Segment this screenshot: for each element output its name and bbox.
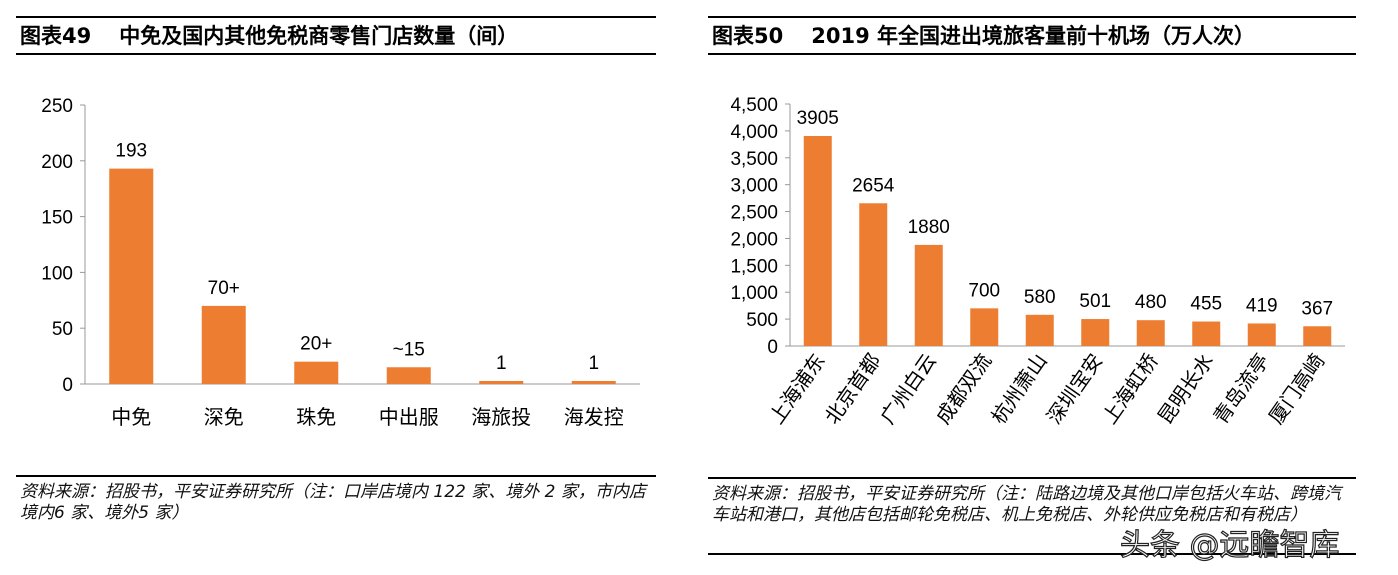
x-tick-label: 北京首都 xyxy=(821,350,886,429)
data-label: 193 xyxy=(115,141,147,162)
y-tick-label: 4,000 xyxy=(730,122,778,143)
figure-number: 图表50 xyxy=(712,24,784,48)
bar xyxy=(1025,314,1054,346)
bar xyxy=(914,244,943,346)
source-note: 资料来源：招股书，平安证券研究所（注：陆路边境及其他口岸包括火车站、跨境汽车站和… xyxy=(712,484,1341,525)
data-label: 501 xyxy=(1079,291,1111,312)
data-label: 1 xyxy=(588,353,599,374)
chart-title: 图表49 中免及国内其他免税商零售门店数量（间） xyxy=(20,20,518,50)
x-tick-label: 厦门高崎 xyxy=(1265,350,1330,429)
data-label: 480 xyxy=(1135,292,1167,313)
y-tick-label: 500 xyxy=(746,310,778,331)
y-tick-label: 250 xyxy=(41,96,73,117)
title-rule xyxy=(708,53,1356,55)
bar xyxy=(1136,320,1165,346)
top-rule xyxy=(16,16,656,18)
y-tick-label: 4,500 xyxy=(730,95,778,116)
chart-title: 图表50 2019 年全国进出境旅客量前十机场（万人次） xyxy=(712,20,1255,50)
data-label: 700 xyxy=(968,280,1000,301)
x-tick-label: 上海虹桥 xyxy=(1098,350,1163,429)
data-label: 20+ xyxy=(300,334,332,355)
bar xyxy=(109,168,154,384)
bar xyxy=(201,305,246,384)
y-tick-label: 3,000 xyxy=(730,176,778,197)
data-label: 419 xyxy=(1246,295,1278,316)
panel-chart-49: 图表49 中免及国内其他免税商零售门店数量（间） 资料来源：招股书，平安证券研究所… xyxy=(16,0,656,575)
y-tick-label: 50 xyxy=(52,319,73,340)
x-tick-label: 深圳宝安 xyxy=(1043,350,1108,429)
x-tick-label: 中出服 xyxy=(379,406,439,429)
title-text: 中免及国内其他免税商零售门店数量（间） xyxy=(119,24,519,48)
watermark: 头条 @远瞻智库 xyxy=(1119,527,1340,563)
x-tick-label: 上海浦东 xyxy=(765,350,830,429)
bar xyxy=(1192,321,1221,346)
source-note: 资料来源：招股书，平安证券研究所（注：口岸店境内 122 家、境外 2 家，市内… xyxy=(20,482,646,523)
title-rule xyxy=(16,53,656,55)
bar xyxy=(479,381,524,384)
x-tick-label: 杭州萧山 xyxy=(987,350,1052,429)
bar xyxy=(970,308,999,346)
y-tick-label: 100 xyxy=(41,263,73,284)
y-tick-label: 0 xyxy=(62,375,73,396)
x-tick-label: 海发控 xyxy=(564,406,624,429)
y-tick-label: 2,000 xyxy=(730,229,778,250)
y-tick-label: 150 xyxy=(41,208,73,229)
data-label: 580 xyxy=(1024,287,1056,308)
data-label: 3905 xyxy=(797,108,839,129)
source-rule xyxy=(16,475,656,477)
x-tick-label: 广州白云 xyxy=(876,350,941,429)
chart-49-plot: 0 50 100 150 200 250 193 中免 70+ 深免 20+ 珠免 ~15 中出服 1 海旅投… xyxy=(41,96,640,429)
panel-chart-50: 图表50 2019 年全国进出境旅客量前十机场（万人次） 资料来源：招股书，平安证… xyxy=(708,0,1356,575)
x-tick-label: 青岛流亭 xyxy=(1209,350,1274,429)
bar xyxy=(1303,326,1332,346)
x-tick-label: 中免 xyxy=(111,406,151,429)
x-tick-label: 珠免 xyxy=(296,406,336,429)
chart-50-plot: 0 500 1,000 1,500 2,000 2,500 3,000 3,500 4,000 4… xyxy=(730,95,1345,429)
y-tick-label: 1,500 xyxy=(730,256,778,277)
bar xyxy=(1247,323,1276,346)
bar xyxy=(386,367,431,384)
bar xyxy=(294,361,339,384)
y-tick-label: 0 xyxy=(767,337,778,358)
y-tick-label: 2,500 xyxy=(730,203,778,224)
data-label: ~15 xyxy=(393,339,425,360)
bar xyxy=(803,135,832,346)
y-tick-label: 3,500 xyxy=(730,149,778,170)
source-rule xyxy=(708,477,1356,479)
y-tick-label: 1,000 xyxy=(730,283,778,304)
x-tick-label: 昆明长水 xyxy=(1154,350,1219,429)
x-tick-label: 海旅投 xyxy=(471,406,531,429)
bar xyxy=(571,381,616,384)
x-tick-label: 成都双流 xyxy=(932,350,997,429)
data-label: 367 xyxy=(1301,298,1333,319)
bottom-rule xyxy=(708,553,1356,555)
title-text: 2019 年全国进出境旅客量前十机场（万人次） xyxy=(811,24,1255,48)
figure-number: 图表49 xyxy=(20,24,92,48)
data-label: 1880 xyxy=(908,217,950,238)
data-label: 1 xyxy=(496,353,507,374)
data-label: 2654 xyxy=(852,175,895,196)
x-tick-label: 深免 xyxy=(204,406,244,429)
data-label: 70+ xyxy=(208,278,240,299)
y-tick-label: 200 xyxy=(41,152,73,173)
top-rule xyxy=(708,16,1356,18)
data-label: 455 xyxy=(1190,294,1222,315)
bar xyxy=(1081,319,1110,346)
bar xyxy=(859,203,888,346)
